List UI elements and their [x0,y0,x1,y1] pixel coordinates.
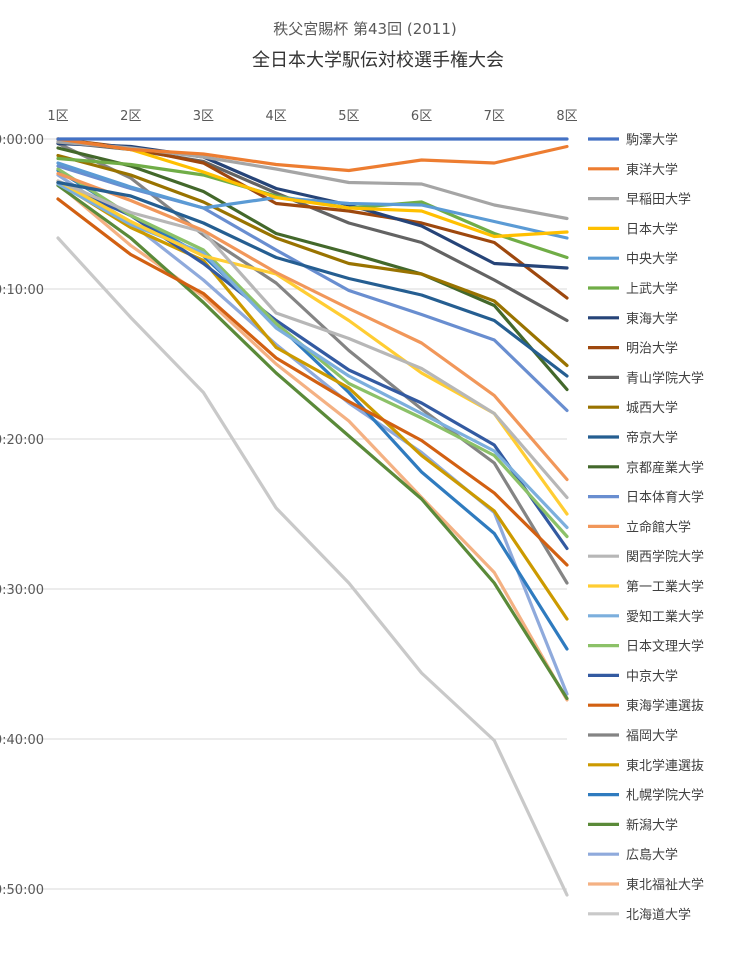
legend-label: 日本大学 [626,221,678,237]
y-tick-label: 0:40:00 [0,733,44,748]
legend-label: 中央大学 [626,251,678,267]
series-line [56,173,569,696]
legend-label: 福岡大学 [626,728,678,744]
legend-label: 日本文理大学 [626,639,704,655]
y-axis-ticks: 0:00:00 0:10:00 0:20:00 0:30:00 0:40:00 0:50:… [0,133,44,898]
y-tick-label: 0:30:00 [0,583,44,598]
x-tick-label: 2区 [120,109,141,124]
x-tick-label: 1区 [47,109,68,124]
legend-label: 日本体育大学 [626,490,704,506]
series-lines [56,137,569,897]
series-line [56,137,569,173]
legend-label: 新潟大学 [626,817,678,833]
series-line [56,146,569,392]
y-tick-label: 0:50:00 [0,883,44,898]
series-line [56,236,569,897]
series-line [56,153,569,368]
legend-label: 早稲田大学 [626,192,691,208]
series-line [56,171,569,482]
series-line [56,161,569,240]
legend-label: 中京大学 [626,668,678,684]
legend-label: 上武大学 [626,281,678,297]
legend-label: 駒澤大学 [626,132,678,148]
y-tick-label: 0:20:00 [0,433,44,448]
legend-label: 東海学連選抜 [626,698,704,714]
legend-label: 城西大学 [626,400,678,416]
x-tick-label: 8区 [556,109,577,124]
series-line [56,141,569,585]
legend-label: 立命館大学 [626,519,691,535]
x-tick-label: 4区 [266,109,287,124]
legend-label: 東北学連選抜 [626,758,704,774]
legend-label: 札幌学院大学 [626,788,704,804]
series-line [56,180,569,621]
legend-label: 広島大学 [626,847,678,863]
series-line [56,180,569,551]
series-line [56,182,569,702]
x-axis-ticks: 1区 2区 3区 4区 5区 6区 7区 8区 [47,109,577,124]
legend-label: 愛知工業大学 [626,609,704,625]
legend-label: 関西学院大学 [626,549,704,565]
series-line [56,182,569,530]
legend-label: 北海道大学 [626,907,691,923]
series-line [56,137,569,239]
y-tick-label: 0:00:00 [0,133,44,148]
series-line [56,183,569,701]
legend-label: 第一工業大学 [626,579,704,595]
legend-label: 帝京大学 [626,430,678,446]
x-tick-label: 3区 [193,109,214,124]
x-tick-label: 6区 [411,109,432,124]
chart-title: 全日本大学駅伝対校選手権大会 [252,50,504,71]
legend-label: 東洋大学 [626,162,678,178]
x-tick-label: 5区 [338,109,359,124]
legend-label: 青山学院大学 [626,370,704,386]
series-line [56,179,569,500]
y-tick-label: 0:10:00 [0,283,44,298]
legend-label: 東北福祉大学 [626,877,704,893]
legend-label: 東海大学 [626,311,678,327]
series-line [56,197,569,567]
chart-subtitle: 秩父宮賜杯 第43回 (2011) [273,20,457,38]
legend-label: 京都産業大学 [626,460,704,476]
legend-label: 明治大学 [626,341,678,357]
legend: 駒澤大学東洋大学早稲田大学日本大学中央大学上武大学東海大学明治大学青山学院大学城… [588,132,704,923]
series-line [56,180,569,378]
x-tick-label: 7区 [484,109,505,124]
